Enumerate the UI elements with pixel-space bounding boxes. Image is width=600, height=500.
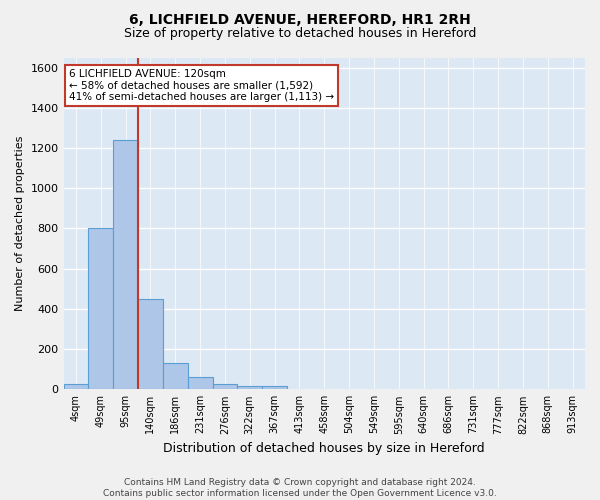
Bar xyxy=(163,363,188,390)
Bar xyxy=(262,386,287,390)
Text: Size of property relative to detached houses in Hereford: Size of property relative to detached ho… xyxy=(124,28,476,40)
Bar xyxy=(88,228,113,390)
Bar xyxy=(238,386,262,390)
Bar xyxy=(113,140,138,390)
Text: 6 LICHFIELD AVENUE: 120sqm
← 58% of detached houses are smaller (1,592)
41% of s: 6 LICHFIELD AVENUE: 120sqm ← 58% of deta… xyxy=(69,69,334,102)
Text: Contains HM Land Registry data © Crown copyright and database right 2024.
Contai: Contains HM Land Registry data © Crown c… xyxy=(103,478,497,498)
Bar xyxy=(138,299,163,390)
Bar xyxy=(188,377,212,390)
Text: 6, LICHFIELD AVENUE, HEREFORD, HR1 2RH: 6, LICHFIELD AVENUE, HEREFORD, HR1 2RH xyxy=(129,12,471,26)
Bar xyxy=(212,384,238,390)
X-axis label: Distribution of detached houses by size in Hereford: Distribution of detached houses by size … xyxy=(163,442,485,455)
Bar xyxy=(64,384,88,390)
Y-axis label: Number of detached properties: Number of detached properties xyxy=(15,136,25,311)
